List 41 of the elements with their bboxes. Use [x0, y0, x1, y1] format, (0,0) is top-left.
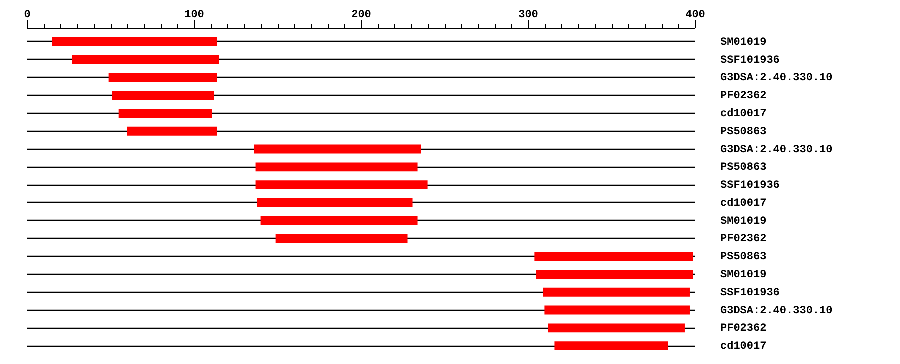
y-tick-label: G3DSA:2.40.330.10	[720, 72, 833, 85]
y-tick-label: cd10017	[720, 341, 767, 354]
y-tick-label: cd10017	[720, 198, 767, 210]
y-tick-label: PS50863	[720, 126, 768, 138]
y-tick-label: PF02362	[720, 323, 767, 336]
bar	[52, 37, 218, 46]
y-tick-label: SM01019	[720, 270, 767, 282]
y-tick-label: SSF101936	[720, 180, 780, 192]
y-tick-label: SM01019	[720, 36, 767, 49]
y-tick-label: cd10017	[720, 108, 767, 120]
y-tick-label: SSF101936	[720, 287, 780, 300]
y-tick-label: SSF101936	[720, 54, 780, 67]
bar	[536, 270, 694, 279]
y-tick-label: G3DSA:2.40.330.10	[720, 144, 833, 156]
y-tick-label: PS50863	[720, 252, 768, 264]
bar	[544, 306, 690, 315]
bar	[257, 198, 413, 208]
bar	[72, 55, 220, 64]
bar	[254, 144, 422, 154]
bar	[260, 216, 418, 226]
y-tick-label: PF02362	[720, 234, 767, 246]
bar	[554, 342, 668, 351]
bar	[548, 324, 685, 333]
bar	[127, 126, 218, 136]
x-tick-label: 0	[24, 10, 31, 22]
bar	[118, 109, 212, 118]
x-tick-label: 400	[686, 10, 706, 22]
x-tick-label: 100	[184, 10, 204, 22]
bar	[112, 91, 214, 100]
y-tick-label: PS50863	[720, 162, 768, 174]
bar	[543, 288, 690, 297]
y-tick-label: PF02362	[720, 90, 767, 103]
bar	[108, 73, 218, 82]
bar	[534, 252, 694, 262]
x-tick-label: 200	[352, 10, 372, 22]
y-tick-label: SM01019	[720, 216, 767, 228]
y-tick-label: G3DSA:2.40.330.10	[720, 305, 833, 318]
bar	[276, 234, 408, 244]
x-tick-label: 300	[518, 10, 538, 22]
bar	[256, 162, 418, 172]
bar	[256, 180, 428, 190]
